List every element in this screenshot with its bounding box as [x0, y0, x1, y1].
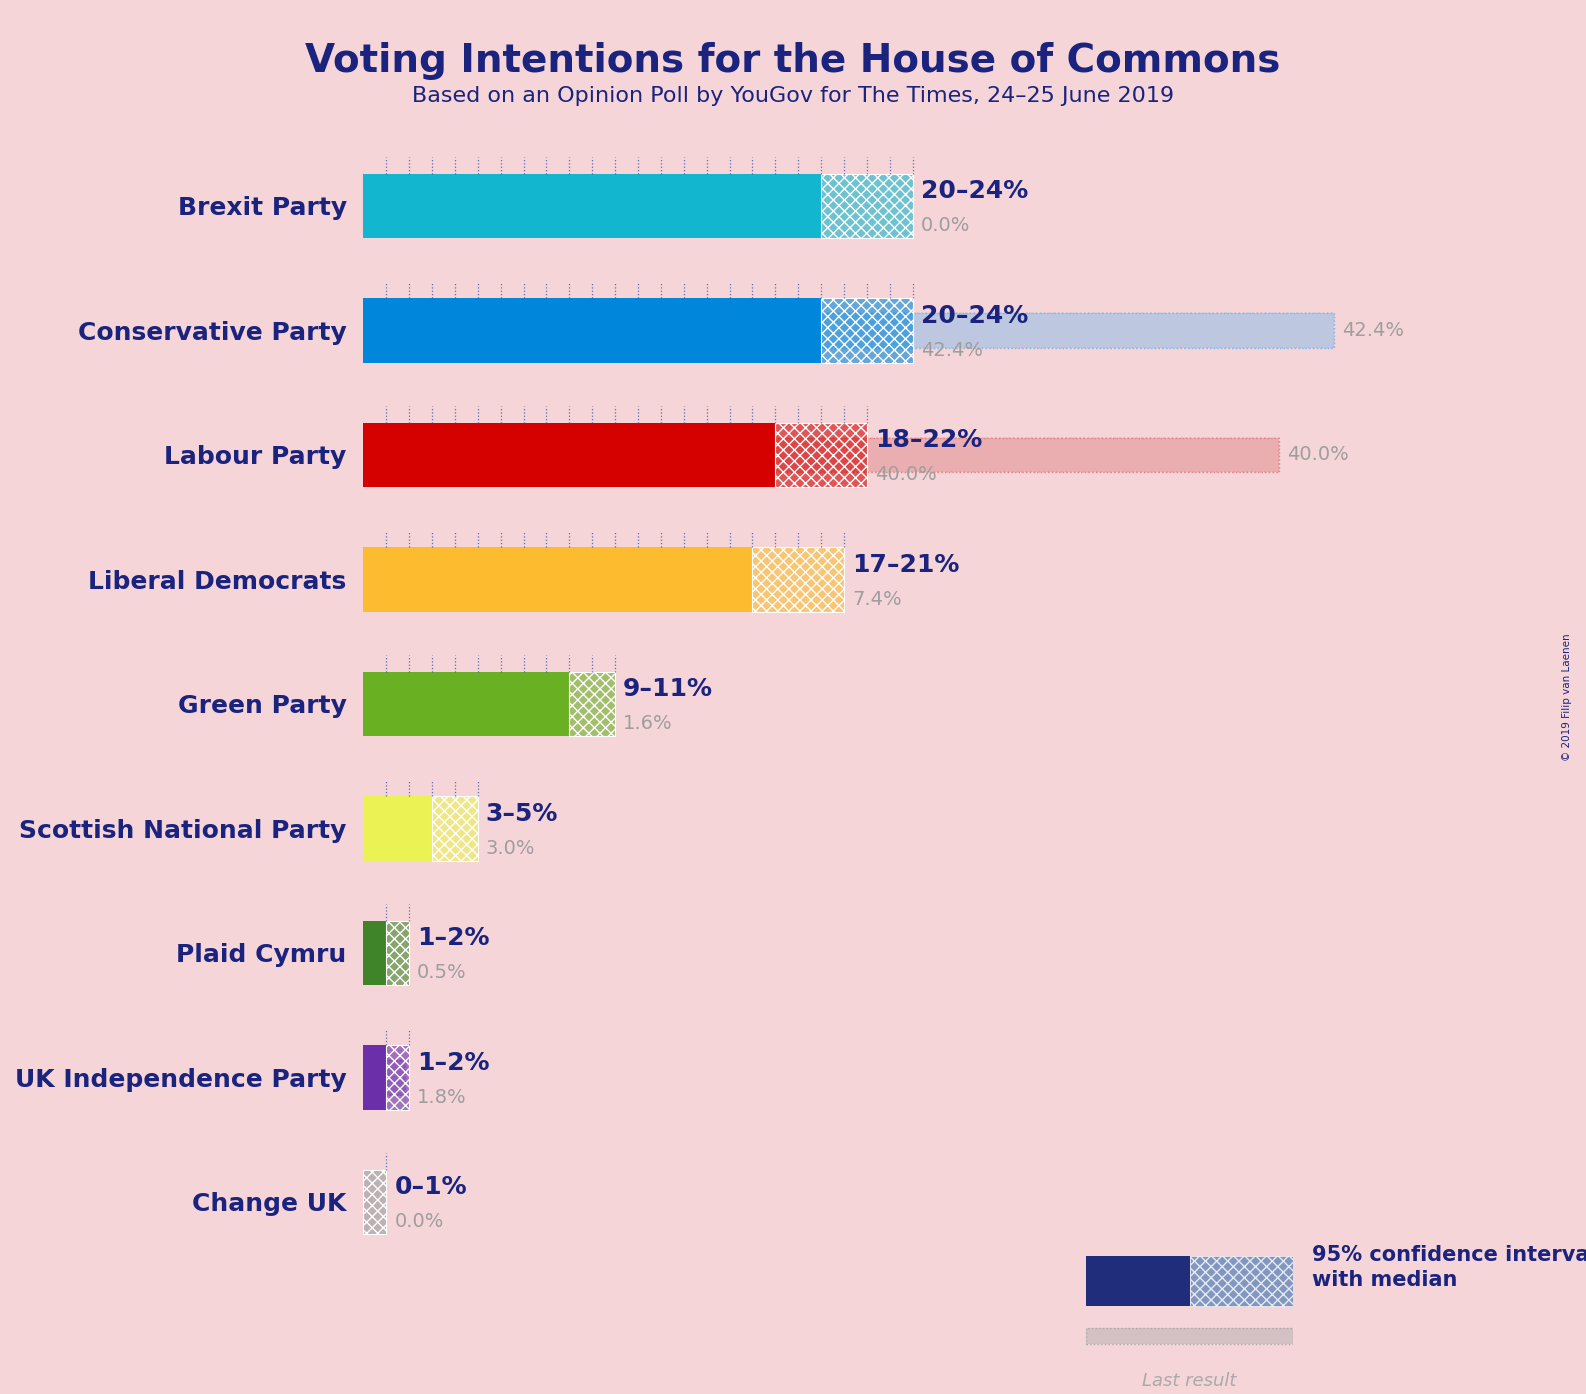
Bar	[822, 174, 912, 238]
Bar	[752, 546, 844, 612]
Bar	[363, 438, 1278, 473]
Text: 20–24%: 20–24%	[920, 178, 1028, 204]
Bar	[569, 672, 615, 736]
Bar	[363, 935, 374, 970]
Text: 42.4%: 42.4%	[920, 342, 983, 360]
Text: © 2019 Filip van Laenen: © 2019 Filip van Laenen	[1562, 633, 1572, 761]
Bar	[363, 546, 752, 612]
Text: Based on an Opinion Poll by YouGov for The Times, 24–25 June 2019: Based on an Opinion Poll by YouGov for T…	[412, 86, 1174, 106]
Text: 1.6%: 1.6%	[623, 714, 672, 733]
Bar	[1086, 1256, 1190, 1306]
Bar	[822, 298, 912, 362]
Bar	[387, 920, 409, 986]
Text: 0–1%: 0–1%	[395, 1175, 466, 1199]
Bar	[776, 422, 868, 488]
Bar	[822, 174, 912, 238]
Text: 9–11%: 9–11%	[623, 677, 714, 701]
Bar	[363, 686, 400, 722]
Bar	[363, 1059, 404, 1094]
Text: 0.0%: 0.0%	[920, 216, 971, 236]
Bar	[363, 686, 400, 722]
Bar	[387, 1046, 409, 1110]
Text: 1–2%: 1–2%	[417, 1051, 490, 1075]
Text: 0.0%: 0.0%	[395, 1213, 444, 1231]
Text: 17–21%: 17–21%	[852, 552, 960, 577]
Bar	[1086, 1328, 1293, 1344]
Text: 0.5%: 0.5%	[417, 963, 466, 983]
Bar	[363, 1059, 404, 1094]
Bar	[1190, 1256, 1293, 1306]
Text: 20–24%: 20–24%	[920, 304, 1028, 328]
Bar	[363, 1046, 387, 1110]
Bar	[752, 546, 844, 612]
Text: 40.0%: 40.0%	[1286, 446, 1348, 464]
Text: 1.8%: 1.8%	[417, 1087, 466, 1107]
Bar	[363, 811, 431, 846]
Bar	[431, 796, 477, 861]
Bar	[363, 1170, 387, 1234]
Text: Last result: Last result	[1142, 1372, 1237, 1390]
Text: 3–5%: 3–5%	[485, 802, 558, 825]
Bar	[387, 1046, 409, 1110]
Bar	[363, 562, 533, 597]
Bar	[363, 935, 374, 970]
Text: 3.0%: 3.0%	[485, 839, 536, 857]
Bar	[569, 672, 615, 736]
Bar	[431, 796, 477, 861]
Text: 7.4%: 7.4%	[852, 590, 901, 609]
Text: 1–2%: 1–2%	[417, 926, 490, 951]
Bar	[363, 298, 822, 362]
Bar	[363, 314, 1334, 348]
Bar	[363, 1170, 387, 1234]
Bar	[363, 562, 533, 597]
Bar	[363, 672, 569, 736]
Text: 40.0%: 40.0%	[875, 466, 937, 484]
Bar	[363, 811, 431, 846]
Bar	[776, 422, 868, 488]
Text: 42.4%: 42.4%	[1342, 321, 1404, 340]
Bar	[363, 438, 1278, 473]
Bar	[387, 920, 409, 986]
Bar	[363, 920, 387, 986]
Bar	[363, 174, 822, 238]
Text: 18–22%: 18–22%	[875, 428, 982, 452]
Bar	[363, 796, 431, 861]
Text: Voting Intentions for the House of Commons: Voting Intentions for the House of Commo…	[306, 42, 1280, 79]
Text: 95% confidence interval
with median: 95% confidence interval with median	[1312, 1245, 1586, 1289]
Bar	[363, 314, 1334, 348]
Bar	[1086, 1328, 1293, 1344]
Bar	[822, 298, 912, 362]
Bar	[363, 422, 776, 488]
